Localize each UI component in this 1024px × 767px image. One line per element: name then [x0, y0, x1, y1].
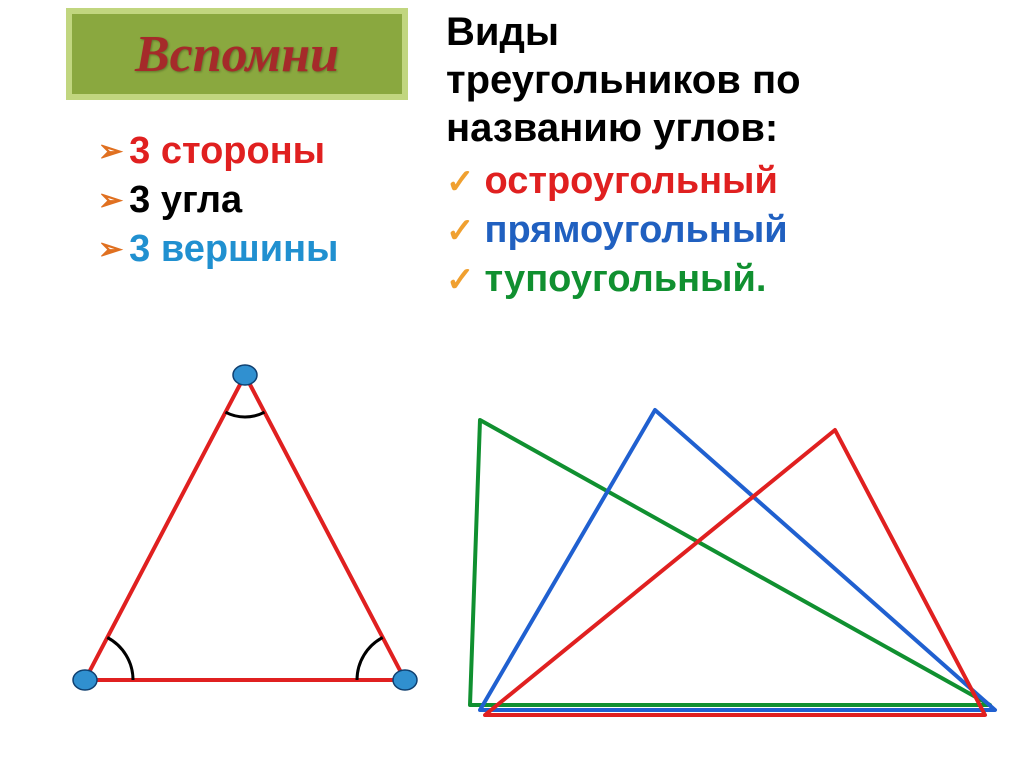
left-list: ➢ 3 стороны ➢ 3 угла ➢ 3 вершины	[98, 130, 338, 277]
arrow-icon: ➢	[98, 134, 123, 169]
list-text: 3 стороны	[129, 130, 325, 173]
arrow-icon: ➢	[98, 232, 123, 267]
title-text: Вспомни	[135, 25, 339, 84]
check-icon: ✓	[446, 260, 475, 300]
arrow-icon: ➢	[98, 183, 123, 218]
check-icon: ✓	[446, 211, 475, 251]
heading-line: названию углов:	[446, 106, 778, 150]
list-item-angles: ➢ 3 угла	[98, 179, 338, 222]
check-icon: ✓	[446, 162, 475, 202]
title-box: Вспомни	[66, 8, 408, 100]
list-text: 3 вершины	[129, 228, 338, 271]
right-block: Виды треугольников по названию углов: ✓ …	[446, 8, 1006, 307]
left-triangle-diagram	[50, 360, 440, 730]
check-item-right: ✓ прямоугольный	[446, 209, 1006, 252]
list-item-sides: ➢ 3 стороны	[98, 130, 338, 173]
list-item-vertices: ➢ 3 вершины	[98, 228, 338, 271]
check-item-acute: ✓ остроугольный	[446, 160, 1006, 203]
check-text: остроугольный	[485, 160, 778, 203]
check-item-obtuse: ✓ тупоугольный.	[446, 258, 1006, 301]
heading-line: треугольников по	[446, 58, 801, 102]
right-heading: Виды треугольников по названию углов:	[446, 8, 1006, 152]
heading-line: Виды	[446, 10, 559, 54]
list-text: 3 угла	[129, 179, 242, 222]
check-text: тупоугольный.	[485, 258, 767, 301]
right-triangles-diagram	[440, 400, 1010, 730]
check-text: прямоугольный	[485, 209, 788, 252]
